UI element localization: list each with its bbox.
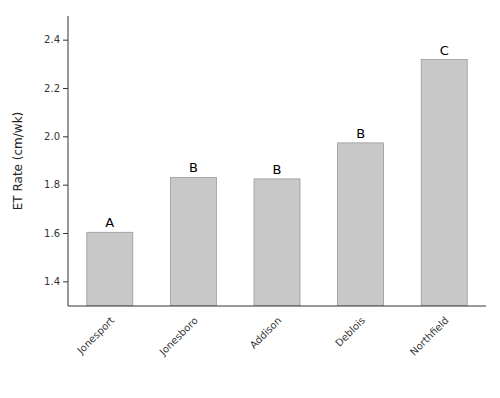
significance-letter: A [105, 215, 114, 230]
x-axis-line [68, 306, 486, 307]
y-tick [63, 233, 68, 234]
significance-letter: C [440, 43, 449, 58]
x-tick-label: Deblois [333, 315, 367, 349]
axes: 1.4 1.6 1.8 2.0 2.2 2.4 Jonesport Jonesboro Addi… [11, 16, 487, 358]
y-tick-label: 2.2 [44, 83, 60, 94]
y-axis-line [68, 16, 69, 306]
x-tick-label: Addison [248, 315, 284, 351]
y-axis-label: ET Rate (cm/wk) [11, 112, 25, 211]
significance-letter: B [189, 160, 198, 175]
y-tick [63, 40, 68, 41]
annotations: A B B B C [105, 43, 448, 231]
bar [421, 60, 467, 307]
y-tick-label: 1.6 [44, 228, 60, 239]
significance-letter: B [273, 162, 282, 177]
bar [338, 143, 384, 306]
y-tick [63, 136, 68, 137]
bar [170, 177, 216, 306]
chart-container: A B B B C 1.4 1.6 1.8 2.0 2.2 2.4 Jonesport Jonesbor… [0, 0, 500, 398]
bar [87, 232, 133, 306]
y-tick-label: 1.8 [44, 179, 60, 190]
x-tick-label: Jonesport [74, 315, 116, 357]
bars [87, 60, 467, 307]
y-tick [63, 88, 68, 89]
y-tick-label: 2.0 [44, 131, 60, 142]
y-tick-label: 1.4 [44, 276, 60, 287]
bar [254, 179, 300, 306]
y-tick [63, 281, 68, 282]
significance-letter: B [356, 126, 365, 141]
y-tick-label: 2.4 [44, 34, 60, 45]
x-tick-label: Northfield [408, 315, 451, 358]
x-tick-label: Jonesboro [157, 315, 200, 358]
y-tick [63, 185, 68, 186]
chart-svg: A B B B C 1.4 1.6 1.8 2.0 2.2 2.4 Jonesport Jonesbor… [0, 0, 500, 398]
